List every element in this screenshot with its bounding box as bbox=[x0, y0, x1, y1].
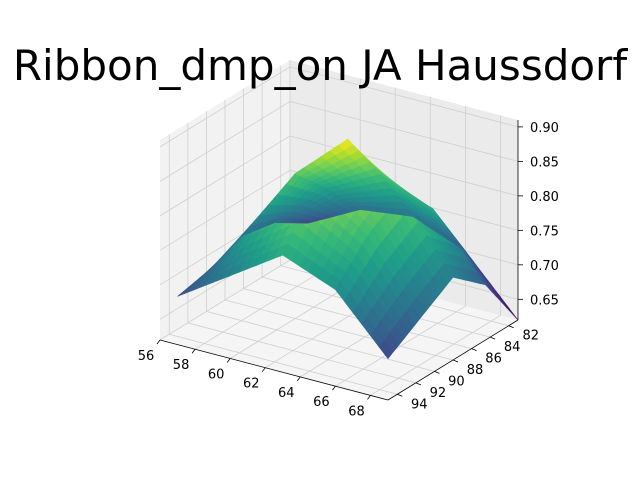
x-gridline bbox=[370, 115, 501, 396]
y-tick-label: 90 bbox=[448, 374, 465, 389]
y-gridline bbox=[187, 122, 417, 384]
z-tick-label: 0.90 bbox=[530, 121, 559, 136]
x-gridline bbox=[335, 106, 466, 387]
x-tick-label: 68 bbox=[348, 404, 365, 419]
x-tick-mark bbox=[367, 395, 371, 400]
y-tick-label: 84 bbox=[504, 340, 521, 355]
x-tick-label: 62 bbox=[243, 377, 260, 392]
y-tick-label: 94 bbox=[411, 397, 428, 412]
z-tick-label: 0.75 bbox=[530, 224, 559, 239]
y-tick-mark bbox=[471, 348, 477, 351]
x-axis-line bbox=[159, 339, 389, 401]
x-tick-label: 60 bbox=[208, 367, 225, 382]
y-gridline bbox=[280, 65, 509, 327]
z-axis-ticks: 0.65 0.70 0.75 0.80 0.85 0.90 bbox=[518, 121, 559, 308]
y-tick-label: 86 bbox=[485, 352, 502, 367]
z-gridline bbox=[159, 66, 519, 148]
y-tick-mark bbox=[452, 359, 459, 363]
x-tick-mark bbox=[332, 385, 336, 391]
x-tick-label: 64 bbox=[278, 386, 295, 401]
y-tick-mark bbox=[415, 382, 422, 386]
z-gridline bbox=[159, 169, 519, 251]
surface-mesh bbox=[177, 138, 519, 360]
chart-title: Ribbon_dmp_on JA Haussdorf bbox=[13, 41, 628, 90]
y-tick-label: 88 bbox=[467, 363, 484, 378]
x-axis-ticks: 56 58 60 62 64 66 68 bbox=[138, 339, 371, 419]
y-tick-label: 92 bbox=[430, 386, 447, 401]
x-tick-label: 58 bbox=[173, 358, 190, 373]
y-gridline bbox=[205, 111, 435, 372]
x-tick-label: 56 bbox=[138, 349, 155, 364]
z-tick-label: 0.80 bbox=[530, 190, 559, 205]
y-tick-mark bbox=[489, 336, 496, 340]
y-tick-mark bbox=[508, 325, 514, 329]
y-gridline bbox=[168, 134, 398, 395]
x-tick-label: 66 bbox=[313, 395, 330, 410]
y-tick-label: 82 bbox=[522, 329, 539, 344]
z-gridline bbox=[159, 135, 519, 217]
z-tick-label: 0.85 bbox=[530, 155, 559, 170]
y-tick-mark bbox=[397, 393, 403, 397]
z-gridline bbox=[159, 100, 519, 182]
y-tick-mark bbox=[434, 371, 440, 374]
z-tick-label: 0.70 bbox=[530, 259, 559, 274]
x-tick-mark bbox=[226, 358, 231, 363]
x-tick-mark bbox=[156, 339, 161, 345]
x-tick-mark bbox=[191, 348, 196, 354]
z-tick-label: 0.65 bbox=[530, 293, 559, 308]
x-tick-mark bbox=[296, 376, 301, 382]
x-tick-mark bbox=[261, 367, 266, 372]
surface-facet bbox=[503, 302, 519, 321]
